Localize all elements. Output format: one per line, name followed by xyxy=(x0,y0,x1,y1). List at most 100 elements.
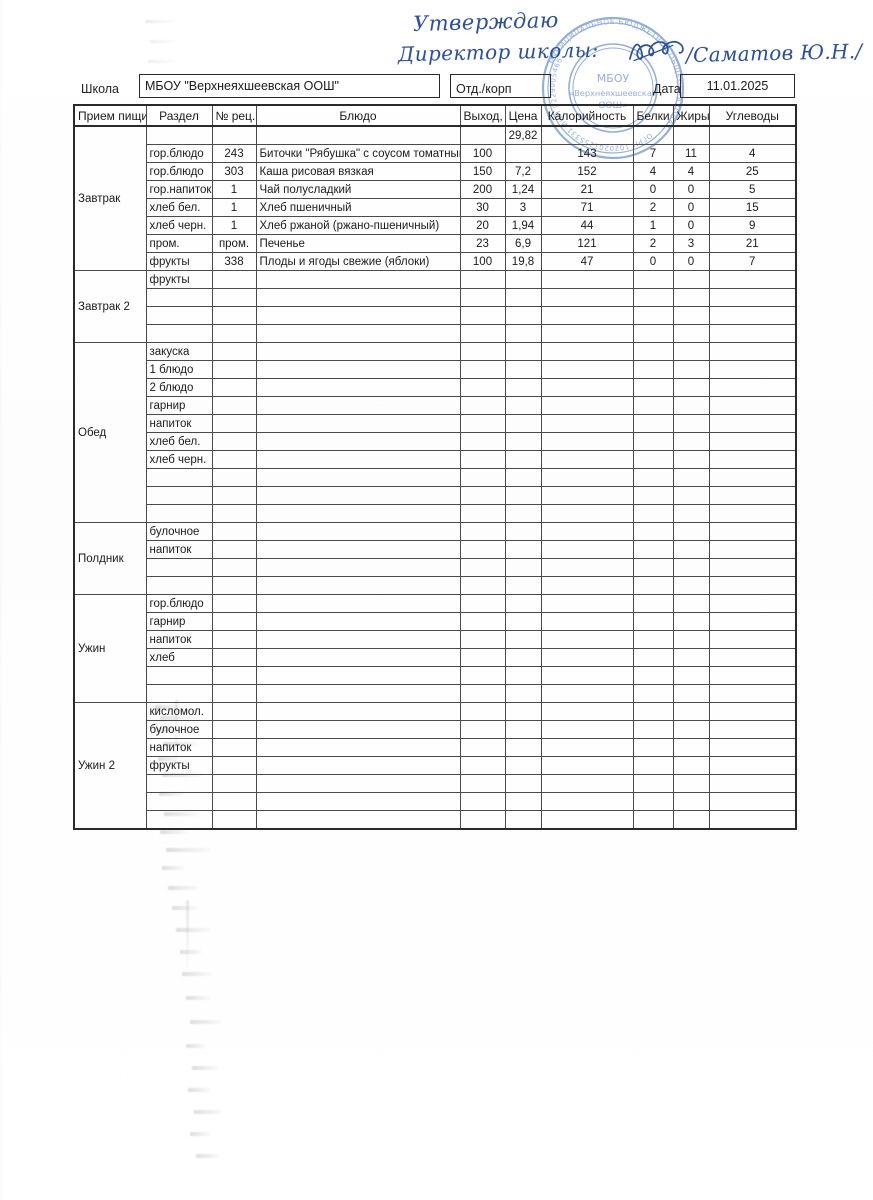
cell-recipe-no[interactable]: 303 xyxy=(211,162,257,181)
cell-razdel[interactable]: хлеб черн. xyxy=(145,216,213,235)
cell-carbs[interactable] xyxy=(708,702,797,721)
cell-dish[interactable] xyxy=(255,594,461,613)
cell-recipe-no[interactable] xyxy=(211,612,257,631)
cell-recipe-no[interactable] xyxy=(211,486,257,505)
cell-fat[interactable]: 0 xyxy=(672,198,710,217)
cell-carbs[interactable]: 21 xyxy=(708,234,797,253)
cell-razdel[interactable]: кисломол. xyxy=(145,702,213,721)
cell-fat[interactable] xyxy=(672,792,710,811)
cell-output[interactable]: 100 xyxy=(459,252,506,271)
cell-output[interactable] xyxy=(459,432,506,451)
cell-razdel[interactable]: гор.блюдо xyxy=(145,594,213,613)
cell-protein[interactable] xyxy=(632,486,674,505)
cell-carbs[interactable] xyxy=(708,486,797,505)
cell-recipe-no[interactable]: 1 xyxy=(211,216,257,235)
cell-output[interactable] xyxy=(459,576,506,595)
cell-fat[interactable]: 0 xyxy=(672,180,710,199)
cell-protein[interactable] xyxy=(632,414,674,433)
cell-price[interactable] xyxy=(504,324,542,343)
cell-protein[interactable] xyxy=(632,720,674,739)
cell-carbs[interactable] xyxy=(708,306,797,325)
cell-protein[interactable]: 1 xyxy=(632,216,674,235)
cell-price[interactable] xyxy=(504,792,542,811)
cell-carbs[interactable] xyxy=(708,612,797,631)
cell-output[interactable] xyxy=(459,810,506,830)
cell-calories[interactable] xyxy=(540,702,634,721)
cell-calories[interactable] xyxy=(540,125,634,145)
cell-recipe-no[interactable] xyxy=(211,324,257,343)
cell-protein[interactable] xyxy=(632,738,674,757)
cell-price[interactable]: 1,24 xyxy=(504,180,542,199)
cell-protein[interactable] xyxy=(632,594,674,613)
cell-dish[interactable] xyxy=(255,468,461,487)
cell-dish[interactable] xyxy=(255,540,461,559)
cell-protein[interactable] xyxy=(632,558,674,577)
cell-razdel[interactable] xyxy=(145,324,213,343)
cell-dish[interactable]: Чай полусладкий xyxy=(255,180,461,199)
cell-carbs[interactable] xyxy=(708,468,797,487)
cell-protein[interactable] xyxy=(632,684,674,703)
cell-fat[interactable] xyxy=(672,576,710,595)
cell-calories[interactable] xyxy=(540,324,634,343)
cell-recipe-no[interactable] xyxy=(211,702,257,721)
cell-fat[interactable] xyxy=(672,342,710,361)
cell-fat[interactable]: 0 xyxy=(672,252,710,271)
cell-recipe-no[interactable] xyxy=(211,396,257,415)
cell-calories[interactable] xyxy=(540,576,634,595)
cell-razdel[interactable]: фрукты xyxy=(145,756,213,775)
cell-calories[interactable] xyxy=(540,396,634,415)
cell-fat[interactable] xyxy=(672,450,710,469)
cell-price[interactable] xyxy=(504,630,542,649)
cell-dish[interactable]: Биточки "Рябушка" с соусом томатным xyxy=(255,144,461,163)
cell-dish[interactable] xyxy=(255,486,461,505)
cell-price[interactable] xyxy=(504,594,542,613)
cell-dish[interactable]: Печенье xyxy=(255,234,461,253)
cell-calories[interactable] xyxy=(540,684,634,703)
cell-dish[interactable] xyxy=(255,324,461,343)
cell-calories[interactable] xyxy=(540,450,634,469)
cell-protein[interactable]: 2 xyxy=(632,198,674,217)
cell-output[interactable] xyxy=(459,612,506,631)
cell-protein[interactable] xyxy=(632,396,674,415)
cell-dish[interactable] xyxy=(255,720,461,739)
cell-output[interactable] xyxy=(459,360,506,379)
cell-razdel[interactable] xyxy=(145,666,213,685)
cell-dish[interactable] xyxy=(255,306,461,325)
cell-protein[interactable]: 0 xyxy=(632,252,674,271)
cell-dish[interactable]: Хлеб ржаной (ржано-пшеничный) xyxy=(255,216,461,235)
cell-output[interactable] xyxy=(459,378,506,397)
cell-razdel[interactable] xyxy=(145,125,213,145)
cell-recipe-no[interactable] xyxy=(211,810,257,830)
cell-razdel[interactable]: хлеб бел. xyxy=(145,432,213,451)
cell-razdel[interactable] xyxy=(145,486,213,505)
cell-price[interactable] xyxy=(504,432,542,451)
cell-carbs[interactable] xyxy=(708,342,797,361)
cell-recipe-no[interactable] xyxy=(211,774,257,793)
cell-output[interactable] xyxy=(459,702,506,721)
cell-price[interactable] xyxy=(504,360,542,379)
cell-protein[interactable] xyxy=(632,540,674,559)
cell-protein[interactable] xyxy=(632,792,674,811)
cell-razdel[interactable] xyxy=(145,774,213,793)
cell-protein[interactable] xyxy=(632,522,674,541)
cell-razdel[interactable]: хлеб черн. xyxy=(145,450,213,469)
cell-calories[interactable] xyxy=(540,792,634,811)
cell-razdel[interactable]: булочное xyxy=(145,522,213,541)
cell-razdel[interactable] xyxy=(145,306,213,325)
cell-fat[interactable] xyxy=(672,702,710,721)
cell-calories[interactable]: 121 xyxy=(540,234,634,253)
cell-fat[interactable] xyxy=(672,324,710,343)
cell-recipe-no[interactable]: пром. xyxy=(211,234,257,253)
cell-recipe-no[interactable] xyxy=(211,504,257,523)
cell-recipe-no[interactable] xyxy=(211,666,257,685)
cell-fat[interactable]: 11 xyxy=(672,144,710,163)
cell-dish[interactable] xyxy=(255,125,461,145)
cell-protein[interactable] xyxy=(632,504,674,523)
cell-carbs[interactable] xyxy=(708,522,797,541)
cell-price[interactable]: 29,82 xyxy=(504,125,542,145)
cell-calories[interactable] xyxy=(540,630,634,649)
cell-dish[interactable] xyxy=(255,648,461,667)
cell-fat[interactable] xyxy=(672,378,710,397)
cell-calories[interactable] xyxy=(540,720,634,739)
cell-price[interactable] xyxy=(504,342,542,361)
